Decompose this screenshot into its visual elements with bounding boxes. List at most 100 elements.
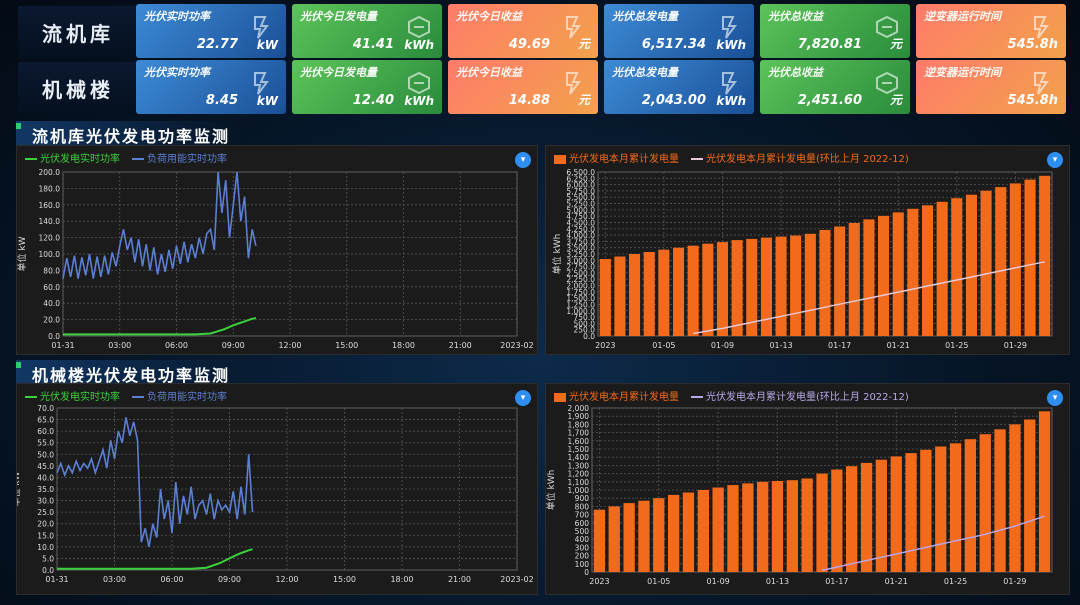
kpi-card-unit: kWh — [716, 38, 746, 52]
bar — [614, 256, 626, 336]
x-tick-label: 18:00 — [390, 575, 413, 584]
bar — [673, 247, 685, 336]
kpi-card[interactable]: 光伏实时功率 8.45 kW — [136, 60, 286, 114]
y-tick-label: 4,000.0 — [566, 231, 595, 240]
y-tick-label: 15.0 — [37, 531, 54, 540]
kpi-card[interactable]: 光伏今日发电量 12.40 kWh — [292, 60, 442, 114]
bar — [979, 434, 991, 572]
chart-menu-button[interactable]: ▾ — [515, 390, 531, 406]
y-tick-label: 5,000.0 — [566, 206, 595, 215]
legend-item-pv[interactable]: 光伏发电实时功率 — [25, 150, 120, 165]
bar — [599, 259, 611, 336]
bar — [742, 483, 754, 572]
bar-chart: 01002003004005006007008009001,0001,1001,… — [546, 404, 1053, 586]
bar — [949, 443, 962, 572]
x-tick-label: 21:00 — [449, 341, 472, 350]
x-tick-label: 09:00 — [218, 575, 241, 584]
x-tick-label: 01-17 — [825, 577, 848, 586]
x-tick-label: 18:00 — [392, 341, 415, 350]
bar — [775, 236, 787, 336]
y-tick-label: 5.0 — [42, 554, 54, 563]
legend-item-monthly[interactable]: 光伏发电本月累计发电量 — [554, 388, 679, 403]
x-tick-label: 12:00 — [275, 575, 298, 584]
chart-menu-button[interactable]: ▾ — [1047, 152, 1063, 168]
x-tick-label: 15:00 — [333, 575, 356, 584]
kpi-card[interactable]: 光伏总收益 7,820.81 元 — [760, 4, 910, 58]
series-line — [63, 317, 257, 336]
legend-item-load[interactable]: 负荷用能实时功率 — [132, 388, 227, 403]
y-tick-label: 3,250.0 — [566, 250, 595, 259]
bar — [668, 494, 680, 572]
kpi-card-value: 41.41 — [352, 37, 394, 52]
energy-chart-panel-1: 光伏发电本月累计发电量 光伏发电本月累计发电量(环比上月 2022-12) ▾ … — [545, 145, 1070, 355]
bar — [786, 480, 798, 572]
kpi-card-value: 7,820.81 — [797, 37, 862, 52]
y-tick-label: 700 — [575, 511, 590, 520]
kpi-card[interactable]: 光伏今日收益 49.69 元 — [448, 4, 598, 58]
y-tick-label: 180.0 — [39, 184, 61, 193]
x-tick-label: 01-21 — [885, 577, 908, 586]
kpi-card-value: 2,451.60 — [797, 93, 862, 108]
y-axis-label: 单位 kWh — [551, 234, 563, 275]
x-tick-label: 01-13 — [769, 341, 792, 350]
series-line — [56, 417, 254, 548]
bar — [593, 509, 606, 572]
legend-item-prev-month[interactable]: 光伏发电本月累计发电量(环比上月 2022-12) — [691, 388, 909, 403]
y-tick-label: 1,500.0 — [566, 294, 595, 303]
x-tick-label: 01-05 — [647, 577, 670, 586]
lightning-icon — [718, 70, 744, 96]
y-tick-label: 1,300 — [568, 461, 590, 470]
kpi-card[interactable]: 光伏实时功率 22.77 kW — [136, 4, 286, 58]
y-tick-label: 250.0 — [574, 326, 596, 335]
y-axis-label: 单位 kW — [17, 471, 22, 506]
kpi-card[interactable]: 光伏总收益 2,451.60 元 — [760, 60, 910, 114]
kpi-card-value: 545.8h — [1007, 93, 1058, 108]
legend-item-prev-month[interactable]: 光伏发电本月累计发电量(环比上月 2022-12) — [691, 150, 909, 165]
kpi-card-value: 49.69 — [508, 37, 550, 52]
kpi-card[interactable]: 光伏今日收益 14.88 元 — [448, 60, 598, 114]
legend-item-pv[interactable]: 光伏发电实时功率 — [25, 388, 120, 403]
bar — [643, 252, 655, 336]
kpi-card-title: 光伏总发电量 — [612, 66, 678, 79]
bar — [757, 481, 769, 572]
y-tick-label: 600 — [575, 519, 590, 528]
kpi-card-title: 光伏实时功率 — [144, 66, 210, 79]
chart-menu-button[interactable]: ▾ — [1047, 390, 1063, 406]
kpi-card[interactable]: 光伏总发电量 6,517.34 kWh — [604, 4, 754, 58]
bar — [863, 219, 875, 336]
y-tick-label: 5,250.0 — [566, 200, 595, 209]
kpi-card[interactable]: 逆变器运行时间 545.8h — [916, 4, 1066, 58]
y-tick-label: 45.0 — [37, 462, 54, 471]
bar — [1038, 411, 1051, 572]
chart-menu-button[interactable]: ▾ — [515, 152, 531, 168]
kpi-card-unit: kW — [256, 94, 278, 108]
y-tick-label: 200 — [575, 552, 590, 561]
y-tick-label: 100 — [575, 560, 590, 569]
kpi-card[interactable]: 光伏今日发电量 41.41 kWh — [292, 4, 442, 58]
legend-item-monthly[interactable]: 光伏发电本月累计发电量 — [554, 150, 679, 165]
bar — [771, 481, 784, 572]
y-tick-label: 4,500.0 — [566, 218, 595, 227]
bar — [804, 233, 816, 336]
x-tick-label: 01-05 — [652, 341, 675, 350]
bar-chart: 0.0250.0500.0750.01,000.01,250.01,500.01… — [551, 168, 1053, 350]
legend-item-load[interactable]: 负荷用能实时功率 — [132, 150, 227, 165]
bar — [629, 254, 641, 336]
hexagon-icon — [406, 70, 432, 96]
y-tick-label: 1,000.0 — [566, 307, 595, 316]
bar — [727, 485, 739, 572]
lightning-icon — [1030, 70, 1056, 96]
lightning-icon — [562, 70, 588, 96]
bar — [712, 487, 724, 572]
series-line — [62, 171, 257, 279]
kpi-card-unit: 元 — [577, 93, 590, 107]
y-tick-label: 4,750.0 — [566, 212, 595, 221]
y-axis-label: 单位 kWh — [546, 470, 557, 511]
y-tick-label: 1,000 — [568, 486, 590, 495]
kpi-card[interactable]: 逆变器运行时间 545.8h — [916, 60, 1066, 114]
bar — [1024, 419, 1036, 572]
bar — [878, 215, 890, 336]
section-title-1: 流机库光伏发电功率监测 — [16, 121, 241, 149]
x-tick-label: 01-29 — [1003, 577, 1026, 586]
kpi-card[interactable]: 光伏总发电量 2,043.00 kWh — [604, 60, 754, 114]
